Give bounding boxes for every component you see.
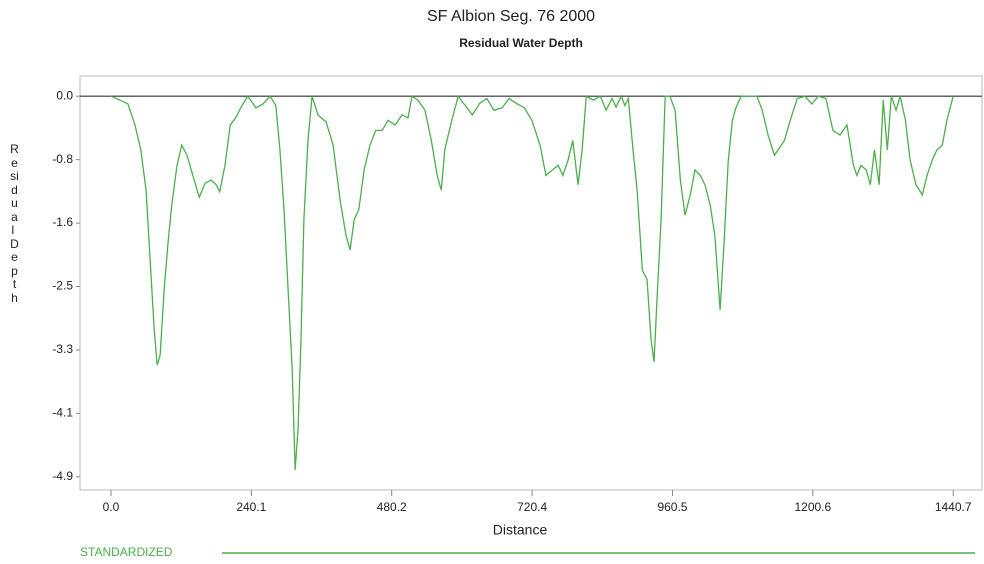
- y-tick-label: -1.6: [52, 215, 73, 229]
- x-tick-label: 960.5: [657, 500, 687, 514]
- y-tick-label: -3.3: [52, 342, 73, 356]
- chart-title: SF Albion Seg. 76 2000: [427, 8, 595, 25]
- x-tick-label: 240.1: [236, 500, 266, 514]
- y-tick-label: -0.8: [52, 152, 73, 166]
- x-tick-label: 720.4: [517, 500, 547, 514]
- x-tick-label: 0.0: [103, 500, 120, 514]
- y-tick-label: -2.5: [52, 279, 73, 293]
- y-tick-label: 0.0: [56, 88, 73, 102]
- legend-label: STANDARDIZED: [80, 545, 173, 559]
- chart-subtitle: Residual Water Depth: [459, 36, 583, 50]
- y-axis-label: Residual Depth: [10, 142, 19, 305]
- data-line: [110, 94, 954, 470]
- plot-frame: [79, 75, 983, 491]
- y-tick-label: -4.9: [52, 469, 73, 483]
- x-axis-label: Distance: [493, 522, 548, 538]
- x-tick-label: 480.2: [377, 500, 407, 514]
- y-tick-label: -4.1: [52, 406, 73, 420]
- x-tick-label: 1200.6: [794, 500, 831, 514]
- x-tick-label: 1440.7: [935, 500, 972, 514]
